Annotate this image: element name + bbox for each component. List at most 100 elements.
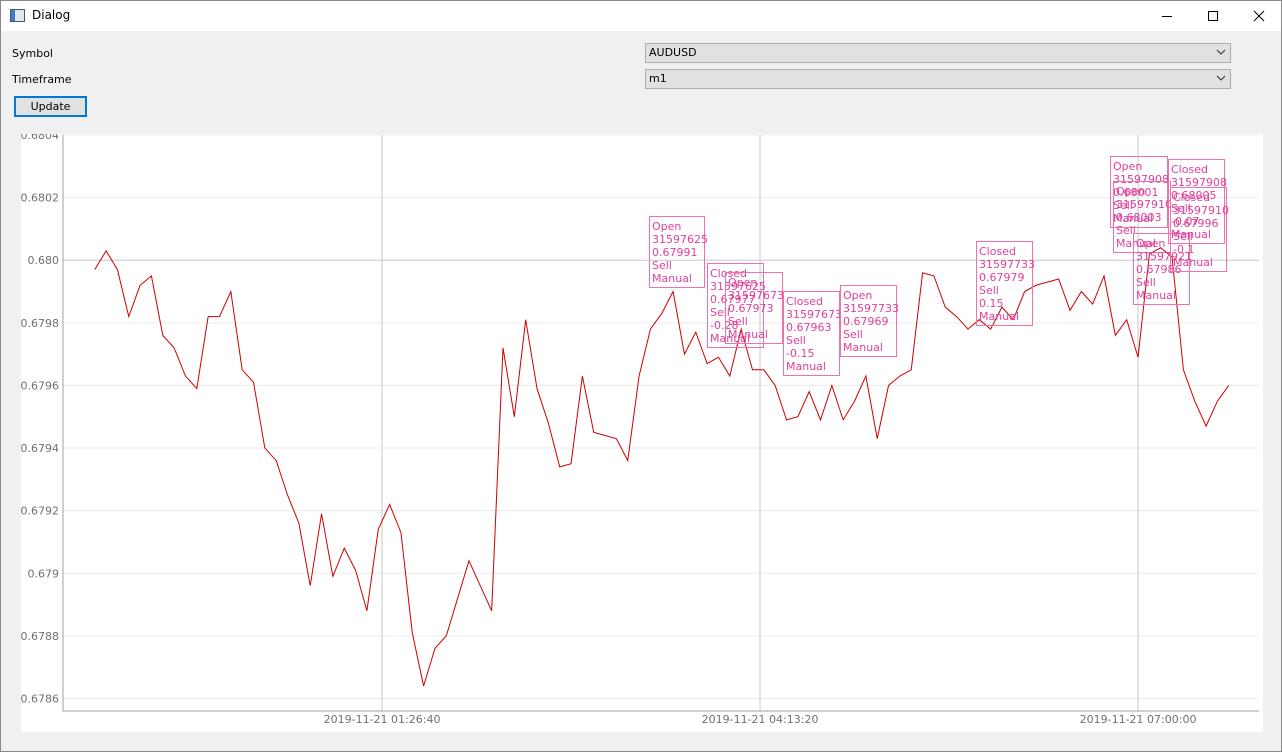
annotation-text: 0.67996 [1173, 217, 1219, 230]
annotation-box [1133, 233, 1190, 305]
price-line [94, 247, 1230, 687]
annotation-text: Manual [728, 328, 768, 341]
annotation-text: Sell [979, 284, 999, 297]
timeframe-label: Timeframe [12, 73, 72, 86]
annotation-text: Manual [843, 341, 883, 354]
annotation-text: 31597910 [1116, 198, 1172, 211]
y-tick-label: 0.6804 [21, 134, 59, 142]
annotation-text: 0.67973 [728, 302, 774, 315]
y-tick-label: 0.679 [28, 567, 60, 580]
annotation-text: 31597908 [1171, 176, 1227, 189]
annotation-text: -0.1 [1173, 243, 1194, 256]
y-tick-label: 0.6796 [21, 379, 59, 392]
annotation-text: 0.67991 [652, 246, 698, 259]
annotation-text: Closed [1171, 163, 1208, 176]
annotation-text: 31597921 [1136, 250, 1192, 263]
dropdown-arrow [1216, 75, 1226, 81]
y-tick-label: 0.6798 [21, 317, 59, 330]
annotation-box [649, 216, 705, 288]
annotation-text: Open [843, 289, 872, 302]
annotation-text: Manual [652, 272, 692, 285]
maximize-button[interactable] [1190, 1, 1236, 31]
annotation-text: Closed [710, 267, 747, 280]
annotation-text: Sell [1136, 276, 1156, 289]
annotation-text: 31597733 [979, 258, 1035, 271]
annotation-text: 31597625 [710, 280, 766, 293]
symbol-label: Symbol [12, 47, 53, 60]
annotation-text: Sell [1113, 199, 1133, 212]
window-icon [10, 9, 25, 22]
annotation-text: Manual [1171, 228, 1211, 241]
y-tick-label: 0.6788 [21, 630, 59, 643]
annotation-text: 31597673 [786, 308, 842, 321]
annotation-text: Manual [1113, 212, 1153, 225]
annotation-text: Manual [710, 332, 750, 345]
annotation-box [783, 291, 840, 376]
y-tick-label: 0.6794 [21, 442, 59, 455]
annotation-text: Manual [1136, 289, 1176, 302]
timeframe-combo[interactable]: m1 [645, 69, 1231, 89]
annotation-text: 0.67977 [710, 293, 756, 306]
annotation-box [840, 285, 897, 357]
annotation-text: Sell [843, 328, 863, 341]
title-bar: Dialog [1, 1, 1281, 31]
annotation-text: Manual [979, 310, 1019, 323]
annotation-box [1110, 156, 1168, 228]
symbol-combo[interactable]: AUDUSD [645, 43, 1231, 63]
annotation-box [976, 241, 1033, 326]
window-title: Dialog [32, 8, 71, 22]
annotation-text: Open [1113, 160, 1142, 173]
close-button[interactable] [1236, 1, 1282, 31]
annotation-text: Sell [786, 334, 806, 347]
update-button[interactable]: Update [14, 96, 87, 117]
x-tick-label: 2019-11-21 07:00:00 [1080, 713, 1197, 726]
y-tick-label: 0.6792 [21, 505, 59, 518]
annotation-text: 0.68001 [1113, 186, 1159, 199]
dropdown-arrow [1216, 49, 1226, 55]
annotation-text: Sell [1171, 202, 1191, 215]
annotation-text: Open [728, 276, 757, 289]
annotation-text: 31597625 [652, 233, 708, 246]
annotation-text: 0.67963 [786, 321, 832, 334]
annotation-text: Sell [1116, 224, 1136, 237]
timeframe-value: m1 [649, 72, 667, 85]
annotation-text: 31597910 [1173, 204, 1229, 217]
annotation-text: 0.67979 [979, 271, 1025, 284]
annotation-text: 31597733 [843, 302, 899, 315]
annotation-text: 0.15 [979, 297, 1004, 310]
annotation-text: Open [1116, 185, 1145, 198]
symbol-value: AUDUSD [649, 46, 697, 59]
annotation-text: Sell [1173, 230, 1193, 243]
annotation-text: Closed [979, 245, 1016, 258]
annotation-text: 0.67969 [843, 315, 889, 328]
annotation-text: Manual [786, 360, 826, 373]
annotation-box [1170, 187, 1227, 272]
y-tick-label: 0.6786 [21, 692, 59, 705]
annotation-text: Sell [728, 315, 748, 328]
annotation-text: 0.68003 [1116, 211, 1162, 224]
annotation-text: Closed [786, 295, 823, 308]
annotation-text: Sell [652, 259, 672, 272]
annotation-box [725, 272, 783, 344]
annotation-text: -0.28 [710, 319, 738, 332]
annotation-box [1168, 159, 1225, 244]
annotation-box [707, 263, 764, 348]
minimize-button[interactable] [1144, 1, 1190, 31]
annotation-text: Manual [1116, 237, 1156, 250]
chart: 0.6786 0.6788 0.679 0.6792 0.6794 0.6796 0.679… [21, 134, 1263, 732]
annotation-text: Closed [1173, 191, 1210, 204]
annotation-text: -0.07 [1171, 215, 1199, 228]
annotation-text: Sell [710, 306, 730, 319]
